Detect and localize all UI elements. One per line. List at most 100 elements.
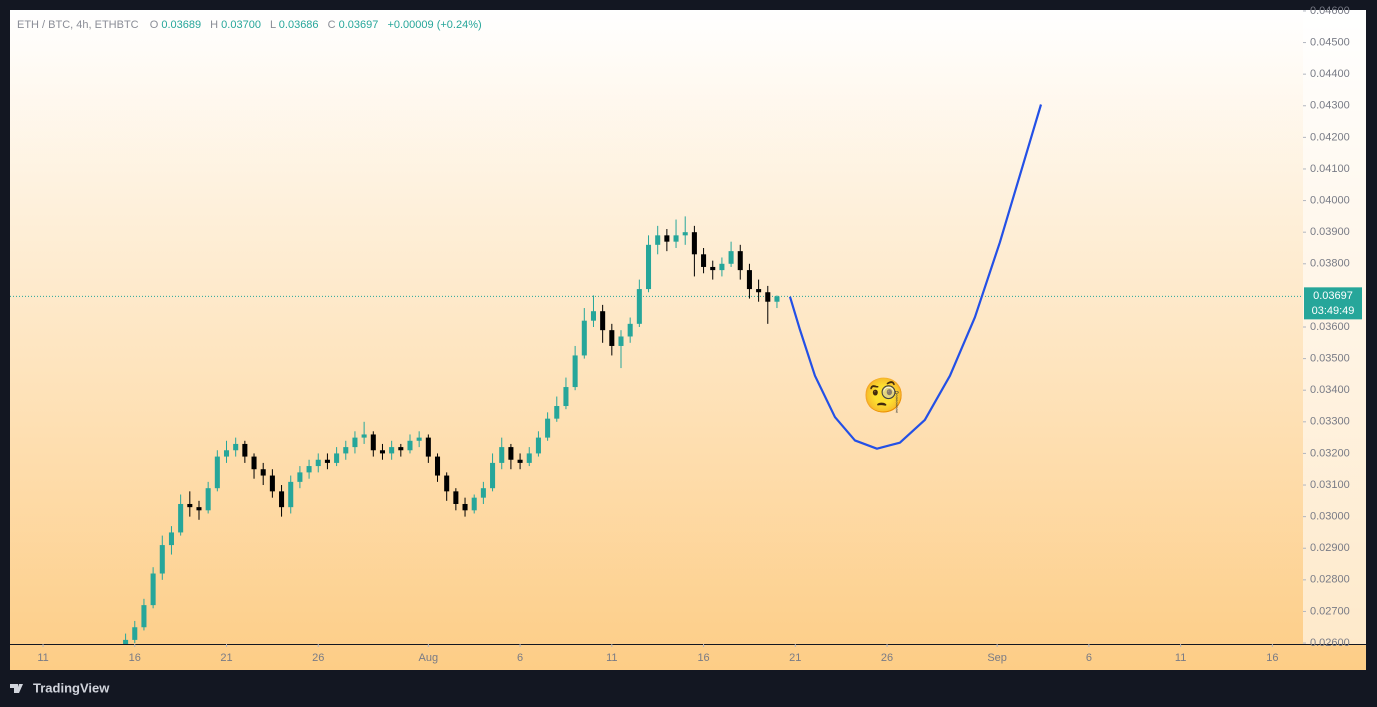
y-tick-label: 0.03400 xyxy=(1310,384,1350,396)
candle-body xyxy=(196,507,202,511)
price-label-box xyxy=(1304,287,1362,320)
price-label: 0.03697 xyxy=(1313,290,1353,302)
x-tick-label: 11 xyxy=(606,652,617,664)
candle-body xyxy=(141,605,147,628)
candle-body xyxy=(242,443,248,457)
y-tick-label: 0.04100 xyxy=(1310,163,1350,175)
candle-body xyxy=(508,447,514,460)
y-tick-label: 0.04400 xyxy=(1310,68,1350,80)
candle-body xyxy=(728,251,734,264)
x-tick-label: 6 xyxy=(1086,652,1092,664)
candle-body xyxy=(425,437,431,457)
candle-body xyxy=(636,289,642,324)
y-tick-label: 0.04500 xyxy=(1310,36,1350,48)
candle-body xyxy=(334,453,340,463)
legend: ETH / BTC, 4h, ETHBTC O 0.03689 H 0.0370… xyxy=(17,19,482,31)
candle-body xyxy=(756,289,762,293)
c-key: C xyxy=(328,19,336,31)
candle-body xyxy=(416,437,422,441)
candle-body xyxy=(490,462,496,489)
candle-body xyxy=(370,434,376,451)
candle-body xyxy=(361,434,367,438)
y-tick-label: 0.04200 xyxy=(1310,131,1350,143)
change: +0.00009 (+0.24%) xyxy=(387,19,481,31)
y-tick-label: 0.03300 xyxy=(1310,416,1350,428)
candle-body xyxy=(535,437,541,454)
y-tick-label: 0.03200 xyxy=(1310,447,1350,459)
candle-body xyxy=(563,387,569,407)
candle-body xyxy=(297,472,303,482)
candle-body xyxy=(471,497,477,511)
plot-area xyxy=(10,104,1303,644)
candle-body xyxy=(150,573,156,606)
candle-body xyxy=(379,450,385,454)
candle-body xyxy=(214,456,220,489)
candle-body xyxy=(600,311,606,331)
logo-icon xyxy=(10,684,23,693)
candle-body xyxy=(187,503,193,508)
x-tick-label: 11 xyxy=(37,652,48,664)
y-tick-label: 0.03800 xyxy=(1310,258,1350,270)
candle-body xyxy=(554,406,560,419)
price-axis-background xyxy=(1303,10,1366,644)
x-tick-label: 26 xyxy=(312,652,324,664)
candle-body xyxy=(545,418,551,438)
candle-body xyxy=(627,323,633,337)
candle-body xyxy=(746,270,752,290)
candle-body xyxy=(223,450,230,457)
candle-body xyxy=(159,545,165,574)
candle-body xyxy=(719,263,725,271)
candle-body xyxy=(572,355,578,388)
candle-body xyxy=(288,481,294,508)
candle-body xyxy=(581,320,587,356)
candle-body xyxy=(233,443,239,451)
candle-body xyxy=(499,447,505,463)
x-tick-label: 16 xyxy=(697,652,709,664)
candle-body xyxy=(324,459,330,463)
y-tick-label: 0.03500 xyxy=(1310,353,1350,365)
candle-body xyxy=(168,532,174,546)
candle-body xyxy=(260,469,266,476)
candle-body xyxy=(673,235,679,242)
chart-background xyxy=(10,10,1366,670)
candle-body xyxy=(123,639,129,644)
h-key: H xyxy=(210,19,218,31)
x-tick-label: Sep xyxy=(987,652,1007,664)
y-tick-label: 0.04300 xyxy=(1310,100,1350,112)
candle-body xyxy=(737,251,743,271)
candle-body xyxy=(352,437,358,448)
candle-body xyxy=(691,232,697,255)
candle-body xyxy=(710,266,716,271)
candle-body xyxy=(645,244,652,290)
y-tick-label: 0.03100 xyxy=(1310,479,1350,491)
y-tick-label: 0.03600 xyxy=(1310,321,1350,333)
y-tick-label: 0.02800 xyxy=(1310,574,1350,586)
x-tick-label: 11 xyxy=(1175,652,1186,664)
o-key: O xyxy=(150,19,159,31)
x-tick-label: 21 xyxy=(789,652,801,664)
candle-body xyxy=(444,475,450,492)
candle-body xyxy=(526,453,532,463)
candle-body xyxy=(664,235,670,242)
h-value: 0.03700 xyxy=(221,19,261,31)
candle-body xyxy=(306,466,312,473)
y-tick-label: 0.04000 xyxy=(1310,194,1350,206)
symbol: ETH / BTC, 4h, ETHBTC xyxy=(17,19,139,31)
candle-body xyxy=(701,254,707,267)
candle-body xyxy=(251,456,257,470)
x-tick-label: 21 xyxy=(220,652,232,664)
candle-body xyxy=(398,447,404,451)
x-tick-label: 16 xyxy=(129,652,141,664)
x-tick-label: 6 xyxy=(517,652,523,664)
candle-body xyxy=(774,296,780,302)
candle-body xyxy=(343,447,349,454)
candle-body xyxy=(279,491,285,508)
candle-body xyxy=(655,235,661,245)
annotation-emoji: 🧐 xyxy=(863,377,905,415)
candle-body xyxy=(462,503,468,511)
y-tick-label: 0.04600 xyxy=(1310,5,1350,17)
candle-body xyxy=(480,488,486,498)
x-tick-label: 26 xyxy=(881,652,893,664)
l-key: L xyxy=(270,19,276,31)
